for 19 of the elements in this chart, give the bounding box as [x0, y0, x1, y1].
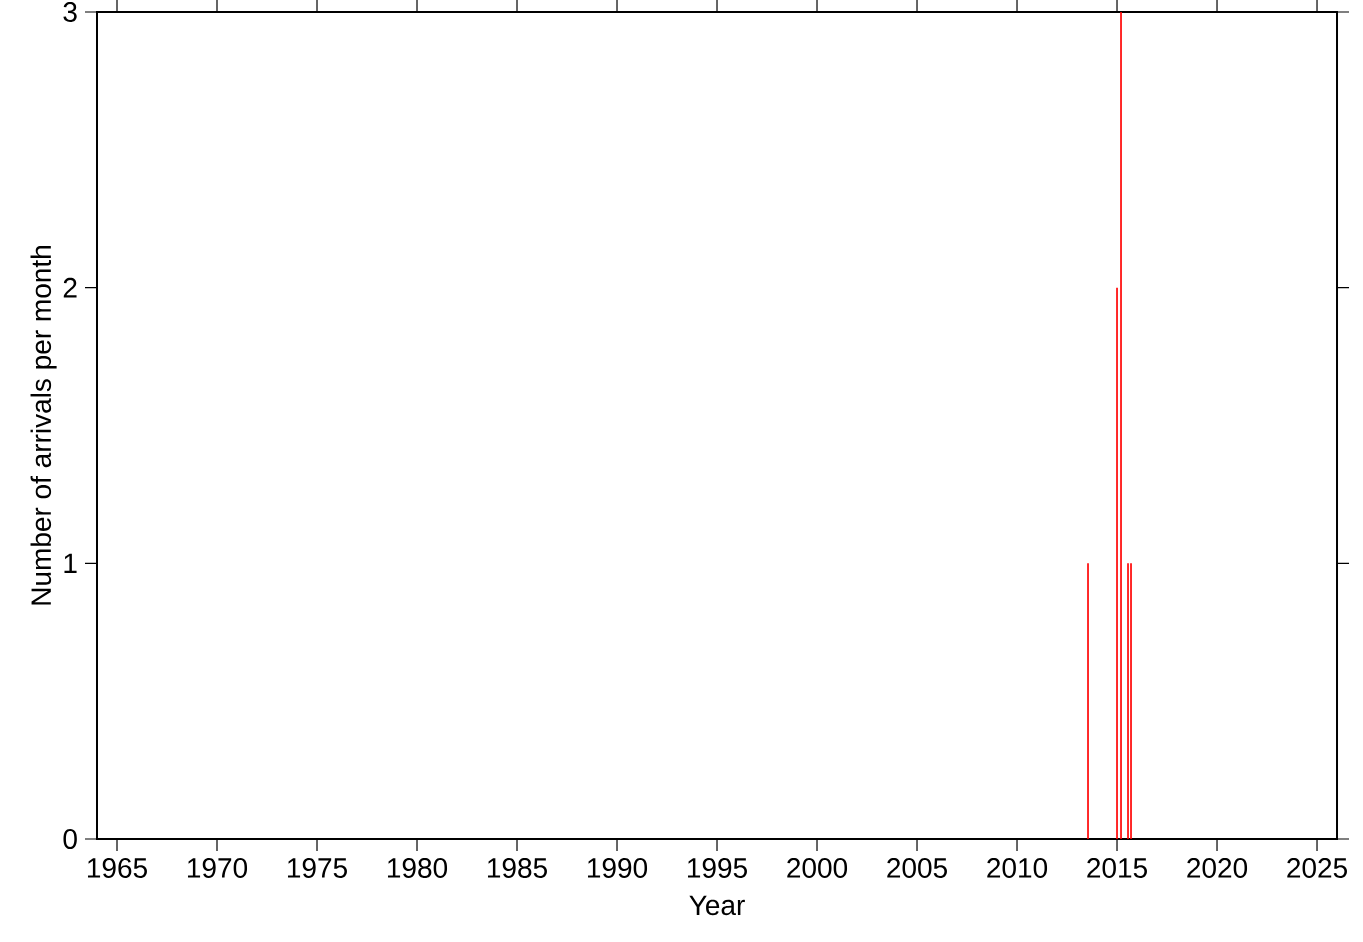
y-tick-label: 3 — [63, 2, 77, 22]
x-tick-label: 2025 — [1287, 858, 1347, 878]
y-tick-label: 0 — [63, 829, 77, 849]
x-tick-label: 1990 — [588, 858, 648, 878]
x-tick-label: 2015 — [1087, 858, 1147, 878]
x-tick-label: 1975 — [287, 858, 347, 878]
y-tick-label: 2 — [63, 277, 77, 298]
x-tick-label: 1995 — [688, 858, 747, 878]
x-tick-label: 2010 — [987, 858, 1048, 878]
x-tick-label: 1970 — [187, 858, 248, 878]
x-tick-label: 1965 — [87, 858, 147, 878]
x-tick-label: 2005 — [887, 858, 947, 878]
y-tick-label: 1 — [64, 553, 77, 573]
x-tick-label: 1980 — [387, 858, 448, 878]
x-tick-label: 1985 — [488, 858, 547, 878]
x-axis-title: Year — [689, 895, 745, 916]
x-tick-label: 2020 — [1187, 858, 1248, 878]
x-tick-label: 2000 — [787, 858, 848, 878]
y-axis-title: Number of arrivals per month — [30, 246, 57, 605]
